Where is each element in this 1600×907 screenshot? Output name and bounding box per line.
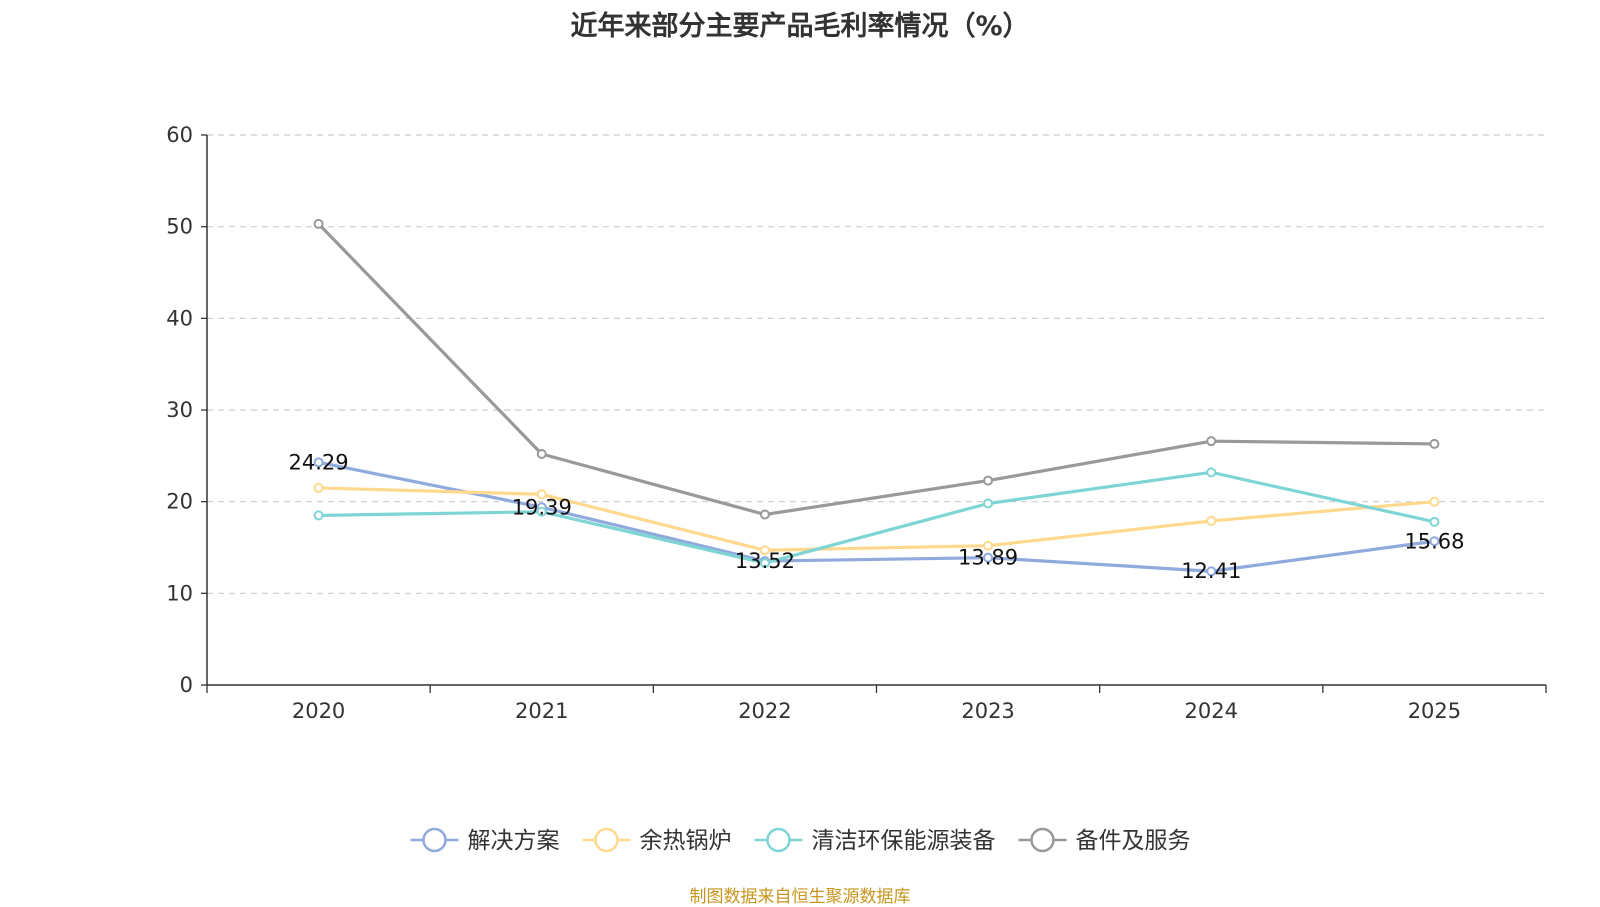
legend-label-2: 清洁环保能源装备 [812, 828, 996, 854]
series-1-point-1 [536, 489, 547, 500]
legend-label-1: 余热锅炉 [640, 828, 732, 854]
x-tick-label-2022: 2022 [738, 699, 791, 723]
data-label-0-4: 12.41 [1181, 559, 1241, 583]
series-1-point-0 [313, 482, 324, 493]
y-tick-label-50: 50 [166, 215, 193, 239]
series-2-point-5 [1429, 516, 1440, 527]
series-0-point-4 [1206, 566, 1217, 577]
series-3-point-0 [313, 218, 324, 229]
series-line-3 [317, 222, 1435, 517]
x-tick-label-2025: 2025 [1408, 699, 1461, 723]
series-line-0 [318, 460, 1435, 573]
series-2-point-1 [536, 506, 547, 517]
x-tick-label-2021: 2021 [515, 699, 568, 723]
y-tick-label-0: 0 [180, 673, 193, 697]
series-2-point-0 [313, 510, 324, 521]
y-tick-label-60: 60 [166, 123, 193, 147]
series-1-point-2 [759, 545, 770, 556]
data-label-0-2: 13.52 [735, 549, 795, 573]
series-line-2 [318, 470, 1435, 565]
series-0-point-3 [983, 552, 994, 563]
source-note: 制图数据来自恒生聚源数据库 [689, 887, 911, 907]
data-label-0-0: 24.29 [289, 450, 349, 474]
series-3-point-3 [983, 475, 994, 486]
series-0-point-5 [1429, 536, 1440, 547]
series-3-point-5 [1429, 438, 1440, 449]
data-label-0-3: 13.89 [958, 546, 1018, 570]
chart-title: 近年来部分主要产品毛利率情况（%） [570, 11, 1030, 42]
series-1-point-4 [1206, 515, 1217, 526]
x-tick-label-2020: 2020 [292, 699, 345, 723]
legend-label-3: 备件及服务 [1076, 828, 1191, 854]
series-2-point-3 [983, 498, 994, 509]
series-1-point-3 [983, 540, 994, 551]
series-3-point-4 [1206, 436, 1217, 447]
y-tick-label-20: 20 [166, 490, 193, 514]
x-tick-label-2024: 2024 [1185, 699, 1238, 723]
legend-marker-0 [422, 827, 447, 853]
series-2-point-2 [759, 558, 770, 569]
y-tick-label-40: 40 [166, 306, 193, 330]
x-tick-label-2023: 2023 [961, 699, 1014, 723]
series-3-point-1 [536, 449, 547, 459]
legend-label-0: 解决方案 [468, 828, 560, 854]
series-3-point-2 [759, 509, 770, 520]
data-label-0-5: 15.68 [1404, 529, 1464, 553]
y-tick-label-30: 30 [166, 398, 193, 422]
y-tick-label-10: 10 [166, 581, 193, 605]
data-label-0-1: 19.39 [512, 495, 572, 519]
series-2-point-4 [1206, 467, 1217, 478]
series-1-point-5 [1429, 496, 1440, 507]
series-line-1 [318, 486, 1435, 552]
legend-marker-2 [766, 827, 791, 853]
series-0-point-0 [313, 457, 324, 468]
legend-marker-3 [1030, 827, 1055, 853]
legend-marker-1 [594, 827, 619, 853]
